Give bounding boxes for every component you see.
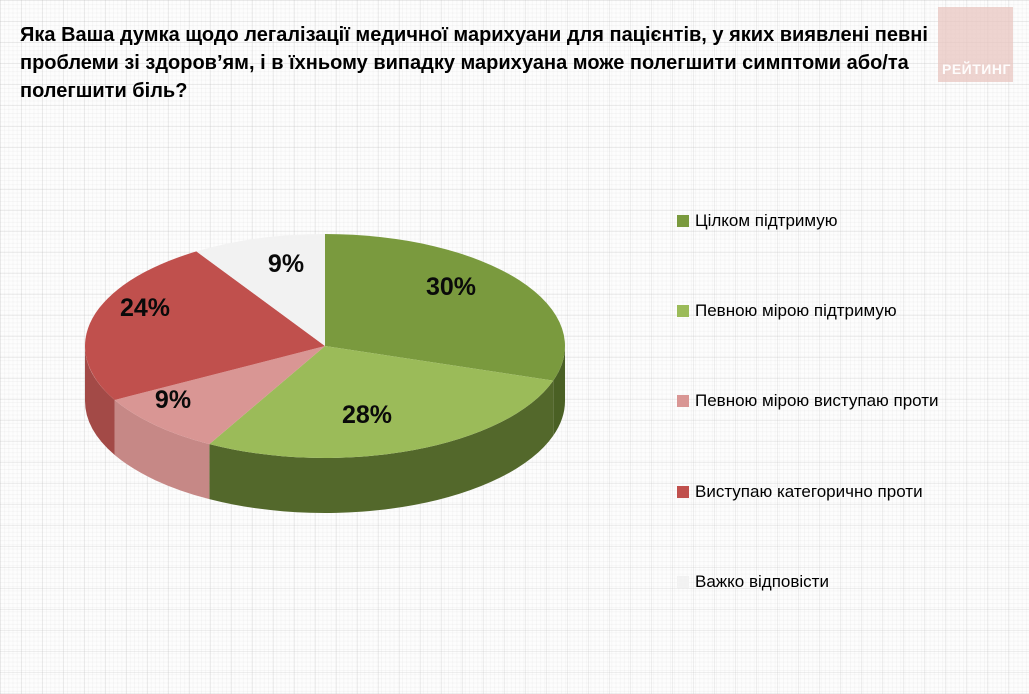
pie-slice-side-3 [85,346,115,455]
pie-slice-side-1 [209,380,554,513]
rating-logo-badge: РЕЙТИНГ [938,7,1013,82]
pie-slice-side-2 [114,399,210,500]
legend-item-hard-to-answer: Важко відповісти [677,570,829,594]
survey-question-title: Яка Ваша думка щодо легалізації медичної… [20,21,928,105]
legend-swatch-hard-to-answer [677,576,689,588]
pie-slice-side-0 [553,346,565,436]
pie-slice-1 [209,346,554,459]
pie-value-label-1: 28% [342,401,392,429]
pie-value-label-2: 9% [155,386,191,414]
title-line-3: полегшити біль? [20,80,188,102]
legend-item-somewhat-support: Певною мірою підтримую [677,299,897,323]
rating-logo-text: РЕЙТИНГ [942,61,1011,77]
legend-label: Виступаю категорично проти [695,482,923,501]
legend-swatch-strongly-oppose [677,486,689,498]
legend-item-fully-support: Цілком підтримую [677,209,838,233]
pie-slice-2 [114,346,325,445]
legend-label: Цілком підтримую [695,211,838,230]
pie-value-label-4: 9% [268,250,304,278]
pie-value-label-3: 24% [120,294,170,322]
legend-label: Певною мірою виступаю проти [695,391,939,410]
title-line-1: Яка Ваша думка щодо легалізації медичної… [20,24,928,46]
pie-slice-4 [196,234,325,346]
legend-label: Певною мірою підтримую [695,301,897,320]
pie-value-label-0: 30% [426,273,476,301]
legend-item-somewhat-oppose: Певною мірою виступаю проти [677,389,939,413]
title-line-2: проблеми зі здоров’ям, і в їхньому випад… [20,52,909,74]
legend-swatch-fully-support [677,215,689,227]
legend-swatch-somewhat-support [677,305,689,317]
legend-label: Важко відповісти [695,572,829,591]
legend-item-strongly-oppose: Виступаю категорично проти [677,480,923,504]
legend-swatch-somewhat-oppose [677,395,689,407]
pie-slice-0 [325,234,565,381]
pie-slice-3 [84,251,325,400]
